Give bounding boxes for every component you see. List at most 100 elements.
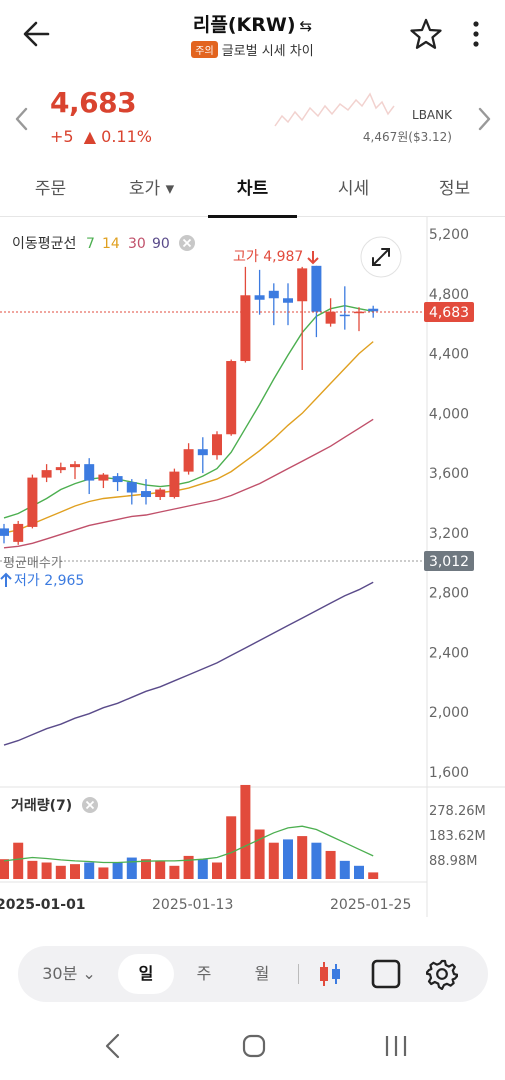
candle-body [226, 361, 237, 435]
volume-bar [70, 864, 80, 879]
ma90-line [3, 581, 374, 746]
candle-body [197, 449, 208, 456]
volume-bar [0, 859, 9, 879]
back-arrow-icon[interactable] [18, 14, 58, 54]
current-price-tag [424, 302, 474, 322]
volume-bars [0, 784, 379, 879]
volume-bar [126, 857, 137, 879]
chart-toolbar: 30분 ⌄ 일 주 월 [18, 946, 488, 1002]
volume-bar [368, 872, 379, 879]
volume-bar [283, 839, 293, 879]
volume-bar [84, 862, 95, 879]
y-axis-ticks: 5,200 4,800 4,400 4,000 3,600 3,200 2,800 2,400… [429, 227, 469, 781]
interval-select[interactable]: 30분 ⌄ [32, 954, 106, 994]
volume-bar [311, 842, 322, 879]
volume-label: 거래량(7) [11, 798, 72, 814]
ma30-line [3, 418, 374, 549]
ma-period-30: 30 [128, 236, 146, 252]
avg-buy-tag [424, 551, 474, 571]
candle-type-icon[interactable] [314, 958, 346, 990]
candle-body [41, 470, 52, 478]
volume-bar [98, 867, 109, 879]
candle-body [254, 295, 265, 300]
ma-legend-title: 이동평균선 [12, 236, 76, 252]
volume-bar [55, 865, 66, 879]
y-tick-label: 2,800 [429, 586, 469, 602]
x-label-start: 2025-01-01 [0, 897, 86, 913]
period-month-button[interactable]: 월 [254, 964, 270, 983]
volume-bar [183, 855, 194, 879]
volume-bar [41, 862, 52, 879]
change-pct: ▲ 0.11% [83, 127, 152, 146]
nav-home-icon[interactable] [238, 1030, 270, 1062]
volume-bar [141, 859, 151, 879]
candle-body [240, 295, 251, 362]
candle-body [13, 523, 24, 542]
moving-averages [3, 304, 374, 746]
more-options-icon[interactable] [464, 16, 488, 52]
volume-bar [354, 865, 364, 879]
candles [0, 265, 379, 545]
tab-bar: 주문 호가 ▾ 차트 시세 정보 [0, 168, 505, 218]
prev-coin-chevron-icon[interactable] [10, 105, 34, 133]
ma-legend-close-icon[interactable] [179, 235, 195, 251]
sparkline-chart [274, 92, 395, 127]
period-week-button[interactable]: 주 [196, 964, 212, 983]
volume-close-icon[interactable] [82, 797, 98, 813]
tab-info[interactable]: 정보 [438, 179, 471, 199]
volume-bar [325, 850, 336, 879]
y-tick-label: 4,800 [429, 287, 469, 303]
nav-back-icon[interactable] [98, 1030, 128, 1062]
candle-body [141, 491, 151, 498]
volume-bar [240, 784, 251, 879]
y-tick-label: 2,400 [429, 645, 469, 661]
tab-order[interactable]: 주문 [34, 179, 67, 199]
vol-tick-3: 88.98M [429, 854, 477, 869]
volume-bar [155, 860, 166, 879]
volume-bar [13, 842, 24, 879]
low-up-arrow-icon [0, 572, 12, 587]
candle-body [339, 314, 350, 317]
subtitle: 글로벌 시세 차이 [221, 44, 314, 59]
candle-body [325, 311, 336, 324]
avg-buy-tag-text: 3,012 [429, 554, 469, 570]
next-coin-chevron-icon[interactable] [472, 105, 496, 133]
ma-period-14: 14 [102, 236, 120, 252]
ma7-line [3, 304, 374, 519]
tab-orderbook[interactable]: 호가 ▾ [128, 179, 175, 199]
volume-bar [112, 862, 123, 879]
volume-bar [212, 862, 222, 879]
nav-recents-icon[interactable] [380, 1030, 412, 1062]
volume-bar [27, 860, 38, 879]
expand-chart-icon[interactable] [360, 236, 402, 278]
candle-body [98, 474, 109, 481]
ma-legend[interactable]: 이동평균선 7 14 30 90 [12, 236, 170, 252]
swap-icon[interactable]: ⇆ [299, 17, 313, 35]
volume-bar [339, 860, 350, 879]
volume-bar [226, 816, 237, 879]
chevron-down-icon: ⌄ [82, 964, 96, 983]
favorite-star-icon[interactable] [408, 16, 444, 52]
candle-body [311, 265, 322, 312]
price-gap-row[interactable]: 주의 글로벌 시세 차이 [0, 40, 505, 59]
change-abs: +5 [50, 127, 74, 146]
page-title[interactable]: 리플(KRW) ⇆ [0, 10, 505, 37]
period-day-button[interactable]: 일 [118, 954, 174, 994]
settings-gear-icon[interactable] [426, 958, 458, 990]
drawing-tool-icon[interactable] [370, 958, 402, 990]
candlestick-chart[interactable]: 5,200 4,800 4,400 4,000 3,600 3,200 2,800 2,400… [0, 217, 505, 917]
volume-bar [297, 836, 308, 879]
tab-market-price[interactable]: 시세 [337, 179, 370, 199]
candle-body [283, 298, 293, 303]
price-change: +5 ▲ 0.11% [50, 127, 152, 146]
exchange-name: LBANK [412, 108, 452, 122]
candle-body [55, 467, 66, 471]
exchange-price: 4,467원($3.12) [362, 130, 452, 144]
ma-period-90: 90 [152, 236, 170, 252]
candle-body [368, 308, 379, 312]
y-tick-label: 4,400 [429, 347, 469, 363]
coin-title: 리플(KRW) [192, 14, 296, 36]
y-tick-label: 5,200 [429, 227, 469, 243]
y-tick-label: 4,000 [429, 406, 469, 422]
tab-chart[interactable]: 차트 [202, 168, 303, 218]
